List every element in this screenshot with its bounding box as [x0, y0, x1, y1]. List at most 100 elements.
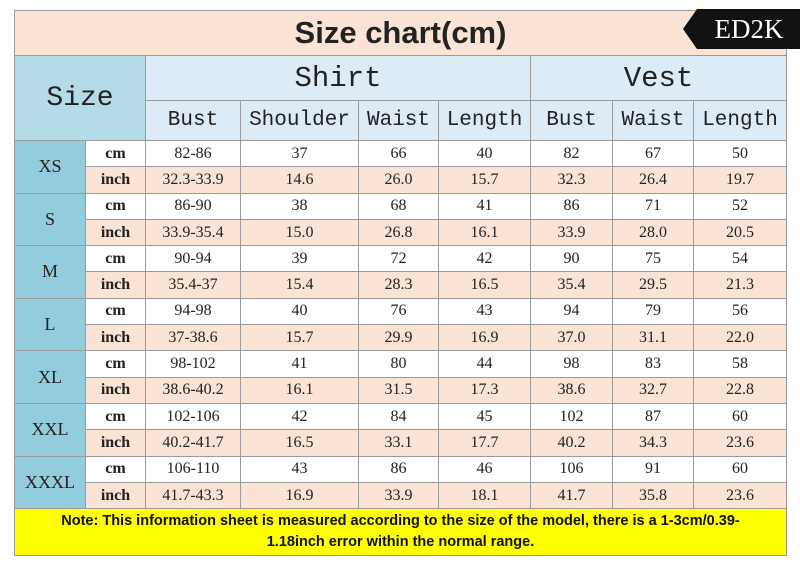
- cell: 72: [358, 245, 439, 273]
- size-label: XXXL: [14, 455, 86, 510]
- cell: 87: [612, 402, 694, 431]
- cell: 46: [438, 455, 531, 483]
- cell: 41.7-43.3: [145, 481, 241, 510]
- row: XXL cm 102-106 42 84 45 102 87 60: [14, 402, 787, 457]
- cell: 16.5: [438, 271, 531, 299]
- row: Bust Shoulder Waist Length Bust Waist Length: [15, 100, 787, 141]
- cell: 15.4: [240, 271, 359, 299]
- cell: 83: [612, 350, 694, 378]
- cell: 26.4: [612, 166, 694, 194]
- cell: 40.2: [530, 429, 613, 457]
- size-label: XL: [14, 350, 86, 404]
- row: inch 38.6-40.2 16.1 31.5 17.3 38.6 32.7 22.8: [15, 376, 787, 404]
- cell: 94: [530, 297, 613, 326]
- cell: 60: [693, 402, 787, 431]
- cell: 22.8: [693, 376, 787, 404]
- unit: inch: [85, 271, 146, 299]
- cell: 33.9: [530, 218, 613, 247]
- column-header: Length: [438, 100, 531, 141]
- cell: 15.0: [240, 218, 359, 247]
- cell: 28.3: [358, 271, 439, 299]
- unit: inch: [85, 218, 146, 247]
- cell: 32.3: [530, 166, 613, 194]
- cell: 102-106: [145, 402, 241, 431]
- cell: 23.6: [693, 481, 787, 510]
- cell: 43: [240, 455, 359, 483]
- cell: 86: [530, 192, 613, 220]
- cell: 106: [530, 455, 613, 483]
- cell: 32.3-33.9: [145, 166, 241, 194]
- cell: 35.4-37: [145, 271, 241, 299]
- cell: 17.3: [438, 376, 531, 404]
- cell: 40.2-41.7: [145, 429, 241, 457]
- cell: 52: [693, 192, 787, 220]
- cell: 37-38.6: [145, 324, 241, 352]
- unit: cm: [85, 245, 146, 273]
- size-chart: Size chart(cm) Size Shirt Vest Bust Shoulder W…: [14, 10, 787, 557]
- size-label: XXL: [14, 402, 86, 457]
- cell: 32.7: [612, 376, 694, 404]
- cell: 15.7: [240, 324, 359, 352]
- column-header: Length: [693, 100, 787, 141]
- cell: 60: [693, 455, 787, 483]
- cell: 68: [358, 192, 439, 220]
- cell: 16.9: [240, 481, 359, 510]
- unit: cm: [85, 402, 146, 431]
- cell: 37: [240, 139, 359, 168]
- row: XS cm 82-86 37 66 40 82 67 50: [14, 139, 787, 194]
- column-header: Bust: [145, 100, 241, 141]
- row: inch 33.9-35.4 15.0 26.8 16.1 33.9 28.0 20.5: [15, 218, 787, 247]
- cell: 40: [240, 297, 359, 326]
- unit: cm: [85, 139, 146, 168]
- unit: inch: [85, 324, 146, 352]
- cell: 37.0: [530, 324, 613, 352]
- cell: 29.5: [612, 271, 694, 299]
- cell: 16.1: [438, 218, 531, 247]
- unit: inch: [85, 166, 146, 194]
- unit: cm: [85, 297, 146, 326]
- cell: 14.6: [240, 166, 359, 194]
- logo: ED2K: [683, 9, 800, 49]
- cell: 90: [530, 245, 613, 273]
- cell: 82-86: [145, 139, 241, 168]
- note: Note: This information sheet is measured…: [14, 508, 787, 557]
- cell: 16.5: [240, 429, 359, 457]
- logo-badge: [683, 9, 800, 49]
- cell: 56: [693, 297, 787, 326]
- cell: 98: [530, 350, 613, 378]
- cell: 19.7: [693, 166, 787, 194]
- cell: 75: [612, 245, 694, 273]
- cell: 26.8: [358, 218, 439, 247]
- cell: 58: [693, 350, 787, 378]
- cell: 20.5: [693, 218, 787, 247]
- row: inch 40.2-41.7 16.5 33.1 17.7 40.2 34.3 23.6: [15, 429, 787, 457]
- cell: 41: [240, 350, 359, 378]
- column-header: Waist: [358, 100, 439, 141]
- cell: 21.3: [693, 271, 787, 299]
- cell: 33.9-35.4: [145, 218, 241, 247]
- cell: 98-102: [145, 350, 241, 378]
- cell: 35.8: [612, 481, 694, 510]
- cell: 86: [358, 455, 439, 483]
- logo-text: ED2K: [715, 14, 784, 44]
- cell: 38.6-40.2: [145, 376, 241, 404]
- cell: 28.0: [612, 218, 694, 247]
- cell: 41: [438, 192, 531, 220]
- cell: 43: [438, 297, 531, 326]
- row: Size Shirt Vest: [14, 55, 787, 141]
- cell: 76: [358, 297, 439, 326]
- cell: 102: [530, 402, 613, 431]
- cell: 42: [240, 402, 359, 431]
- cell: 84: [358, 402, 439, 431]
- cell: 22.0: [693, 324, 787, 352]
- cell: 91: [612, 455, 694, 483]
- cell: 94-98: [145, 297, 241, 326]
- cell: 45: [438, 402, 531, 431]
- unit: cm: [85, 455, 146, 483]
- cell: 33.9: [358, 481, 439, 510]
- row: XXXL cm 106-110 43 86 46 106 91 60: [14, 455, 787, 510]
- unit: inch: [85, 376, 146, 404]
